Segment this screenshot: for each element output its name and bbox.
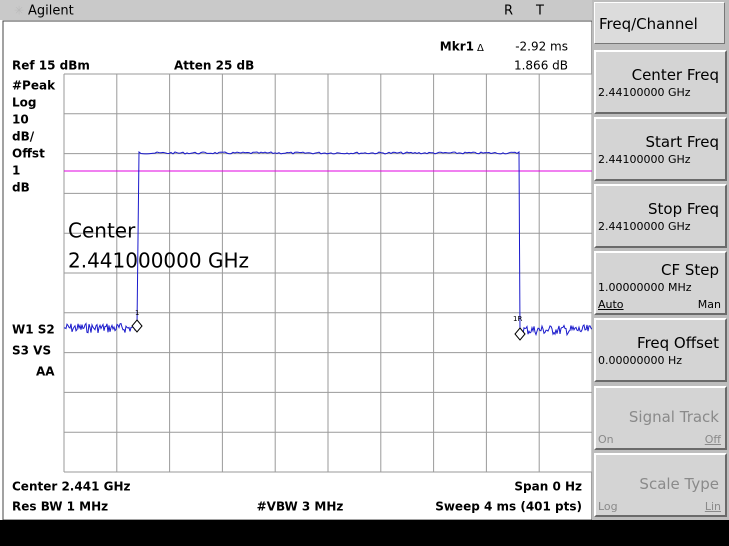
softkey-option: Off (704, 433, 721, 446)
softkey[interactable]: Stop Freq 2.44100000 GHz (594, 184, 727, 248)
softkey-label: CF Step (660, 261, 719, 279)
marker-time: -2.92 ms (515, 40, 568, 54)
trace-label: S3 VS (12, 344, 51, 358)
left-label: 10 (12, 113, 29, 127)
frame (2, 20, 592, 520)
annotation: 2.441000000 GHz (68, 249, 249, 273)
reference-level: Ref 15 dBm (12, 59, 90, 73)
marker-level: 1.866 dB (514, 59, 568, 73)
softkey-panel: Freq/Channel Center Freq 2.44100000 GHz St… (592, 0, 729, 520)
marker-diamond (514, 327, 526, 341)
logo: ✳ (14, 4, 24, 18)
softkey-option: Auto (598, 298, 624, 311)
softkey-value: 2.44100000 GHz (598, 86, 691, 99)
footer-span: Span 0 Hz (514, 480, 582, 494)
softkey[interactable]: CF Step 1.00000000 MHz Auto Man (594, 251, 727, 315)
softkey-label: Stop Freq (648, 200, 719, 218)
marker-delta: Δ (477, 43, 484, 54)
attenuation: Atten 25 dB (174, 59, 254, 73)
footer-vbw: #VBW 3 MHz (257, 500, 344, 514)
trace (63, 151, 592, 337)
marker-tag: 1R (513, 315, 522, 323)
softkey-option: On (598, 433, 614, 446)
status-t: T (535, 4, 544, 19)
softkey[interactable]: Start Freq 2.44100000 GHz (594, 117, 727, 181)
softkey-value: 0.00000000 Hz (598, 354, 683, 367)
softkey-option: Log (598, 500, 618, 513)
marker-diamond (131, 319, 143, 333)
top-bar (0, 0, 592, 20)
softkey[interactable]: Center Freq 2.44100000 GHz (594, 50, 727, 114)
softkey-label: Scale Type (639, 475, 719, 493)
softkey[interactable]: Signal Track On Off (594, 386, 727, 450)
menu-title: Freq/Channel (594, 2, 725, 44)
brand: Agilent (28, 4, 74, 19)
display: ✳ Agilent R T Mkr1 Δ -2.92 ms 1.866 dB R… (0, 0, 592, 520)
softkey-label: Signal Track (628, 408, 719, 426)
left-labels: #Peak Log 10 dB/Offst 1 dB W1 S2 S3 VS AA (12, 79, 56, 379)
marker-tag: 1 (135, 309, 139, 317)
footer-center: Center 2.441 GHz (12, 480, 130, 494)
softkey[interactable]: Scale Type Log Lin (594, 453, 727, 517)
footer-rbw: Res BW 1 MHz (12, 500, 108, 514)
left-label: dB (12, 181, 30, 195)
annotation: Center (68, 219, 136, 243)
left-label: dB/ (12, 130, 35, 144)
softkey-value: 1.00000000 MHz (598, 281, 692, 294)
softkey[interactable]: Freq Offset 0.00000000 Hz (594, 318, 727, 382)
footer-sweep: Sweep 4 ms (401 pts) (435, 500, 582, 514)
marker-label: Mkr1 (440, 40, 474, 54)
left-label: 1 (12, 164, 20, 178)
softkey-label: Start Freq (645, 133, 719, 151)
softkey-option: Man (697, 298, 721, 311)
left-label: Log (12, 96, 36, 110)
status-r: R (504, 4, 513, 19)
softkey-label: Center Freq (631, 66, 719, 84)
softkey-label: Freq Offset (637, 334, 719, 352)
softkey-value: 2.44100000 GHz (598, 220, 691, 233)
trace-label: W1 S2 (12, 323, 55, 337)
softkey-option: Lin (704, 500, 721, 513)
left-label: #Peak (12, 79, 56, 93)
softkey-value: 2.44100000 GHz (598, 153, 691, 166)
trace-label: AA (36, 365, 55, 379)
left-label: Offst (12, 147, 45, 161)
background (0, 0, 592, 520)
